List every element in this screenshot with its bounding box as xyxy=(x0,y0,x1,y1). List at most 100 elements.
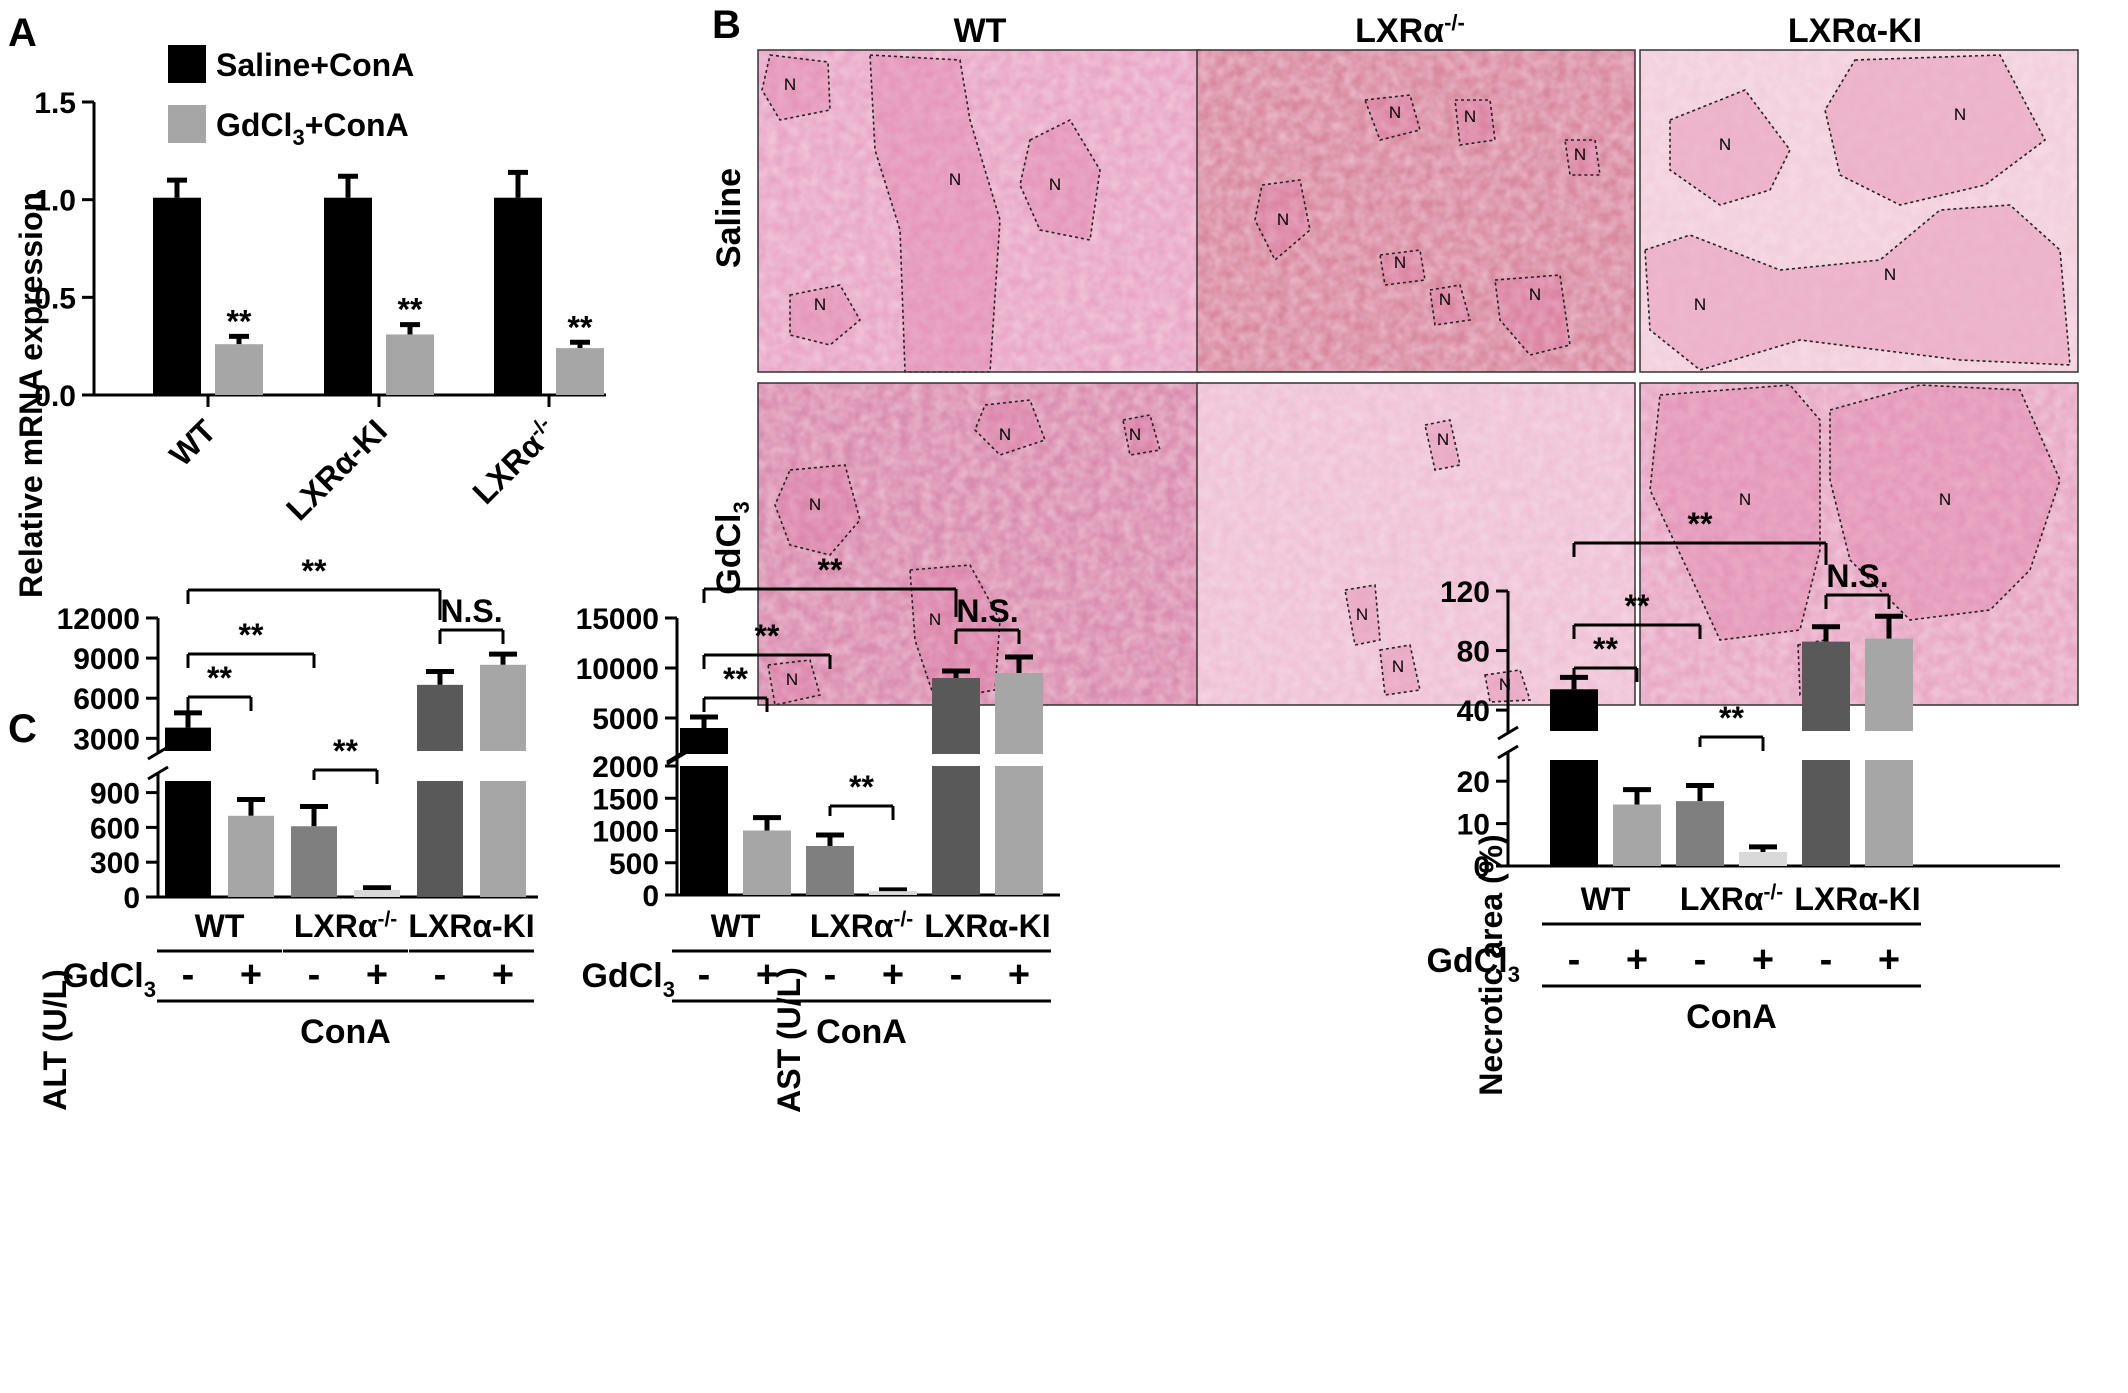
histology-texture xyxy=(1197,50,1635,372)
c-nec-sig-label: ** xyxy=(1593,631,1618,667)
c-nec-bar xyxy=(1739,852,1787,866)
c-ast-plus-sign: + xyxy=(1008,954,1030,996)
necrotic-region-outline xyxy=(1824,54,2047,206)
c-nec-bar xyxy=(1550,760,1598,866)
panel-a-significance: ** xyxy=(398,292,423,328)
necrotic-region-label: N xyxy=(1356,605,1368,624)
c-nec-group-label: WT xyxy=(1581,881,1631,917)
c-ast-bar xyxy=(743,830,791,895)
panel-a-xlabel: WT xyxy=(162,412,223,473)
col-header-wt: WT xyxy=(954,12,1007,50)
necrotic-region-outline xyxy=(1429,284,1472,326)
necrotic-region-outline xyxy=(1019,118,1101,241)
c-ast-bar xyxy=(932,678,980,754)
c-nec-group-label: LXRα-/- xyxy=(1680,881,1783,917)
c-alt-plus-sign: + xyxy=(492,954,514,996)
panel-b: B WT LXRα-/- LXRα-KI Saline GdCl3 NN NNN N… xyxy=(710,3,2079,706)
panel-a-letter: A xyxy=(8,11,37,55)
necrotic-region-label: N xyxy=(1719,135,1731,154)
histology-frame xyxy=(1639,49,2079,373)
c-nec-bar xyxy=(1802,641,1850,731)
panel-a-bar xyxy=(153,197,201,395)
c-nec-ytick-label: 120 xyxy=(1440,576,1490,609)
c-nec-plus-sign: + xyxy=(1878,939,1900,981)
c-alt-ytick-label: 9000 xyxy=(73,643,140,676)
c-ast-sig-label: ** xyxy=(723,661,748,697)
c-alt-plus-sign: + xyxy=(366,954,388,996)
necrotic-region-label: N xyxy=(1277,210,1289,229)
c-alt-group-label: LXRα-KI xyxy=(408,908,534,944)
panel-a-bar xyxy=(215,344,263,395)
c-nec-minus-sign: - xyxy=(1820,939,1833,981)
necrotic-region-label: N xyxy=(949,170,961,189)
c-alt-plus-sign: + xyxy=(240,954,262,996)
c-nec-plus-sign: + xyxy=(1752,939,1774,981)
c-ast-group-label: WT xyxy=(711,908,761,944)
c-ast-sig-label: ** xyxy=(755,618,780,654)
c-alt-minus-sign: - xyxy=(308,954,321,996)
necrotic-region-outline xyxy=(974,399,1047,456)
row-label-gdcl3: GdCl3 xyxy=(710,501,754,594)
ast-chart: 050010001500200050001000015000**N.S.****… xyxy=(576,552,1060,1051)
histology-grid: NNNNNNNNNNNNNNNNNNNNNNNNNNN xyxy=(757,49,2079,706)
c-ast-minus-sign: - xyxy=(698,954,711,996)
c-nec-axis-break-mark xyxy=(1497,744,1519,760)
histology-texture xyxy=(1197,383,1635,705)
c-alt-sig-label: ** xyxy=(302,553,327,589)
c-alt-minus-sign: - xyxy=(182,954,195,996)
necrotic-region-outline xyxy=(1122,414,1162,456)
panel-a-xlabel: LXRα-/- xyxy=(465,412,564,511)
c-nec-bar xyxy=(1613,804,1661,866)
histology-texture xyxy=(758,50,1200,372)
c-nec-axis-break-mark xyxy=(1497,725,1519,741)
c-nec-group-label: LXRα-KI xyxy=(1794,881,1920,917)
panel-a-ytick-label: 0.5 xyxy=(34,282,76,315)
c-nec-minus-sign: - xyxy=(1694,939,1707,981)
necrotic-region-label: N xyxy=(1939,490,1951,509)
c-alt-bar xyxy=(165,727,211,751)
c-alt-group-label: LXRα-/- xyxy=(294,908,397,944)
panel-a-bar xyxy=(386,334,434,395)
legend-label-saline: Saline+ConA xyxy=(216,47,414,83)
necrotic-region-outline xyxy=(1424,419,1461,471)
c-ast-sig-label: ** xyxy=(849,769,874,805)
panel-a-ylabel: Relative mRNA expression xyxy=(13,192,49,598)
c-alt-axis-break-mark xyxy=(147,745,169,761)
c-nec-cona-label: ConA xyxy=(1686,998,1777,1036)
panel-a-ytick-label: 1.5 xyxy=(34,87,76,120)
necrosis-ylabel: Necrotic area (%) xyxy=(1473,834,1509,1095)
c-ast-plus-sign: + xyxy=(882,954,904,996)
necrotic-region-label: N xyxy=(1437,430,1449,449)
c-alt-ytick-label: 600 xyxy=(90,812,140,845)
c-ast-minus-sign: - xyxy=(950,954,963,996)
panel-a-bar xyxy=(324,197,372,395)
panel-a: A Saline+ConA GdCl3+ConA Relative mRNA e… xyxy=(8,11,606,598)
necrotic-region-label: N xyxy=(1439,290,1451,309)
c-nec-bar xyxy=(1550,689,1598,731)
necrotic-region-label: N xyxy=(1954,105,1966,124)
alt-chart: 030060090030006000900012000**N.S.******W… xyxy=(57,553,538,1051)
c-ast-bar xyxy=(995,766,1043,895)
necrotic-region-outline xyxy=(1829,384,2061,621)
c-nec-ytick-label: 20 xyxy=(1457,766,1490,799)
necrotic-region-label: N xyxy=(999,425,1011,444)
legend-swatch-saline xyxy=(168,45,206,83)
panel-a-ytick-label: 0.0 xyxy=(34,380,76,413)
c-alt-bar xyxy=(480,664,526,751)
c-ast-ytick-label: 500 xyxy=(609,848,659,881)
c-ast-bar xyxy=(680,728,728,754)
necrotic-region-outline xyxy=(789,284,862,346)
c-alt-sig-label: ** xyxy=(333,733,358,769)
histology-frame xyxy=(1196,49,1636,373)
c-nec-ytick-label: 10 xyxy=(1457,809,1490,842)
necrotic-region-label: N xyxy=(1694,295,1706,314)
c-ast-cona-label: ConA xyxy=(816,1013,907,1051)
c-nec-sig-label: ** xyxy=(1688,506,1713,542)
c-alt-bar xyxy=(354,890,400,897)
necrotic-region-outline xyxy=(1344,584,1381,646)
c-ast-bar xyxy=(932,766,980,895)
c-ast-ytick-label: 1500 xyxy=(592,783,659,816)
c-alt-bar xyxy=(291,826,337,897)
c-nec-plus-sign: + xyxy=(1626,939,1648,981)
